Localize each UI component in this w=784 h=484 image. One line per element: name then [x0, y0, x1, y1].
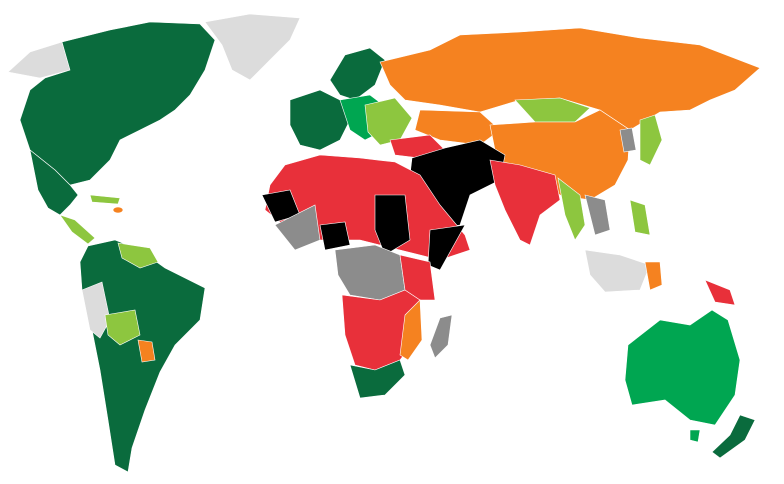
south-africa [349, 359, 406, 399]
new-zealand [711, 414, 756, 459]
russia [379, 27, 761, 131]
madagascar [429, 314, 453, 359]
mozambique [399, 299, 423, 361]
west-africa-grey [274, 204, 321, 251]
mexico-central-america [29, 149, 79, 216]
indochina [584, 194, 611, 236]
east-africa [399, 254, 436, 301]
scandinavia [329, 47, 386, 101]
tasmania [689, 429, 701, 443]
philippines [629, 199, 651, 236]
caribbean [89, 194, 121, 205]
japan [639, 114, 663, 166]
indonesia [584, 249, 651, 293]
indonesia-east [644, 261, 663, 291]
caribbean-island [112, 206, 124, 214]
alaska [7, 41, 71, 79]
western-europe [289, 89, 351, 151]
guianas [117, 242, 159, 269]
peru [81, 281, 111, 339]
bolivia [104, 309, 141, 346]
paraguay [137, 339, 156, 363]
india [489, 159, 561, 246]
new-guinea [704, 279, 736, 306]
southeast-asia [557, 177, 586, 241]
central-africa [334, 244, 406, 301]
somalia-black [427, 224, 466, 271]
sudan-black [374, 194, 411, 256]
central-america [59, 214, 96, 245]
north-america [19, 21, 216, 186]
greenland [204, 13, 301, 81]
korea [619, 127, 637, 153]
australia [624, 309, 741, 426]
mongolia [514, 97, 591, 123]
nigeria-black [319, 221, 351, 251]
